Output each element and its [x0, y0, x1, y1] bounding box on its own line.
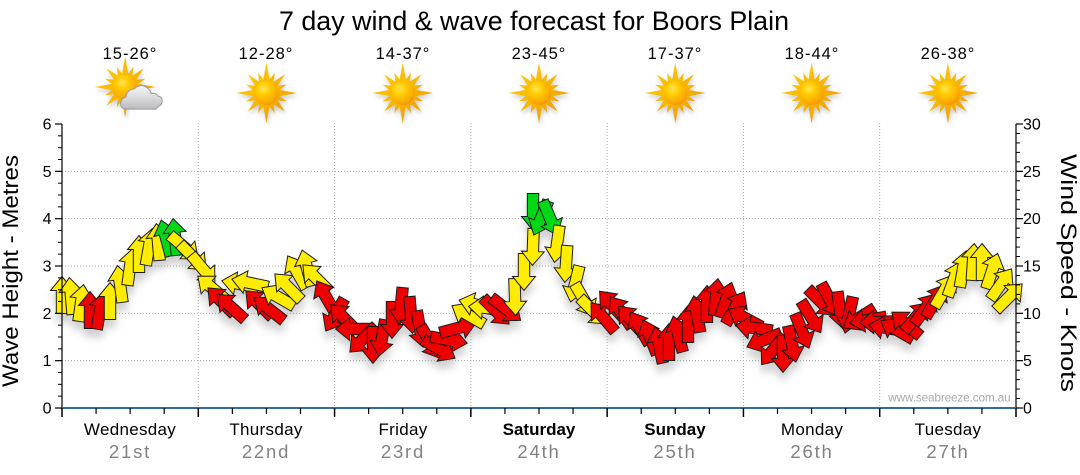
svg-text:0: 0 [43, 401, 52, 418]
svg-text:Sunday: Sunday [644, 420, 706, 439]
svg-text:30: 30 [1023, 117, 1041, 134]
svg-text:23rd: 23rd [381, 441, 425, 462]
svg-text:10: 10 [1023, 306, 1041, 323]
svg-text:14-37°: 14-37° [376, 45, 431, 63]
svg-text:12-28°: 12-28° [239, 45, 294, 63]
svg-text:2: 2 [43, 306, 52, 323]
svg-text:21st: 21st [109, 441, 151, 462]
svg-text:18-44°: 18-44° [785, 45, 840, 63]
svg-text:Monday: Monday [781, 420, 843, 439]
svg-text:www.seabreeze.com.au: www.seabreeze.com.au [887, 391, 1010, 405]
svg-text:27th: 27th [926, 441, 969, 462]
svg-text:Wednesday: Wednesday [84, 420, 176, 439]
svg-text:4: 4 [43, 211, 52, 228]
svg-text:Wave Height - Metres: Wave Height - Metres [0, 155, 23, 387]
svg-text:26-38°: 26-38° [921, 45, 976, 63]
svg-text:15: 15 [1023, 259, 1041, 276]
svg-text:Tuesday: Tuesday [915, 420, 982, 439]
svg-text:3: 3 [43, 259, 52, 276]
svg-text:7 day wind & wave forecast for: 7 day wind & wave forecast for Boors Pla… [279, 6, 789, 36]
svg-text:17-37°: 17-37° [648, 45, 703, 63]
svg-text:26th: 26th [790, 441, 833, 462]
svg-text:6: 6 [43, 117, 52, 134]
svg-text:5: 5 [1023, 353, 1032, 370]
svg-text:Friday: Friday [378, 420, 427, 439]
svg-text:1: 1 [43, 353, 52, 370]
svg-text:25th: 25th [653, 441, 696, 462]
svg-text:Wind Speed - Knots: Wind Speed - Knots [1056, 154, 1080, 392]
svg-text:23-45°: 23-45° [512, 45, 567, 63]
svg-text:22nd: 22nd [242, 441, 290, 462]
svg-text:20: 20 [1023, 211, 1041, 228]
svg-text:5: 5 [43, 164, 52, 181]
svg-text:Thursday: Thursday [229, 420, 302, 439]
svg-text:24th: 24th [517, 441, 560, 462]
svg-text:25: 25 [1023, 164, 1041, 181]
svg-text:Saturday: Saturday [503, 420, 576, 439]
svg-text:15-26°: 15-26° [103, 45, 158, 63]
svg-text:0: 0 [1023, 401, 1032, 418]
